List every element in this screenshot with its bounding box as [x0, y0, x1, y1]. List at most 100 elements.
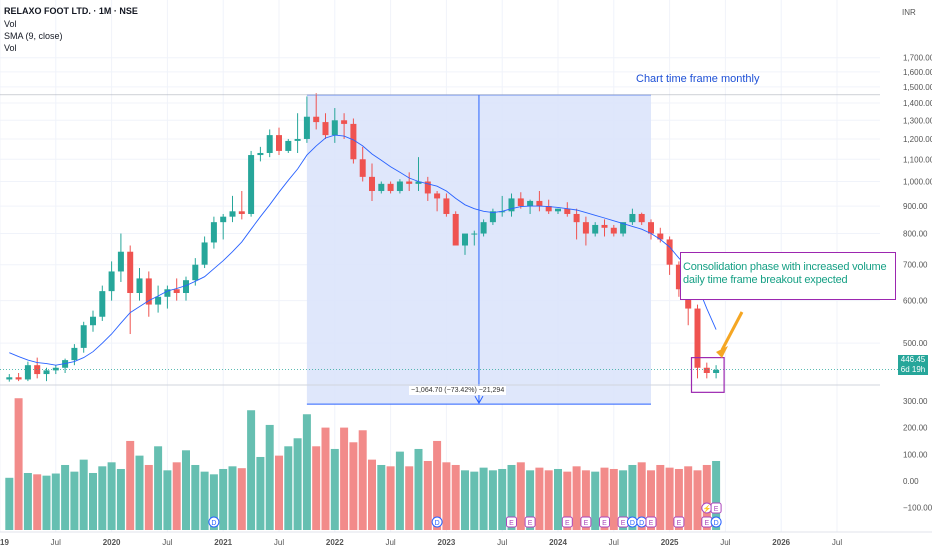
candle-body	[52, 367, 59, 371]
time-tick-label: Jul	[274, 538, 284, 547]
candle-body	[108, 271, 115, 292]
volume-bar	[107, 462, 116, 530]
time-tick-label: Jul	[162, 538, 172, 547]
time-tick-label: 2026	[772, 538, 790, 547]
volume-bar	[275, 455, 283, 530]
volume-bar	[637, 462, 646, 530]
volume-bar	[79, 459, 88, 530]
candle-body	[555, 208, 561, 212]
volume-bar	[172, 462, 181, 530]
volume-bar	[191, 464, 200, 530]
indicator-sma-label[interactable]: SMA (9, close)	[4, 31, 63, 41]
price-tick-label: 600.00	[903, 297, 928, 306]
volume-bar	[321, 427, 330, 530]
volume-bar	[5, 477, 14, 530]
volume-bar	[414, 448, 423, 530]
event-marker-label: E	[704, 520, 709, 527]
volume-tick-label: 300.00	[903, 397, 928, 406]
volume-bar	[461, 470, 469, 530]
candle-body	[15, 377, 22, 380]
volume-bar	[479, 467, 488, 530]
volume-bar	[535, 467, 544, 530]
event-marker-dividend	[710, 516, 722, 528]
volume-bar	[209, 474, 218, 530]
time-tick-label: Jul	[385, 538, 395, 547]
price-tick-label: 1,300.00	[903, 116, 932, 125]
measure-range[interactable]	[306, 94, 651, 405]
candle-body	[331, 120, 338, 136]
price-tick-label: 1,500.00	[903, 83, 932, 92]
volume-bar	[544, 470, 553, 530]
candle-body	[6, 377, 13, 380]
price-tick-label: 1,400.00	[903, 99, 932, 108]
volume-bar	[330, 448, 339, 530]
symbol-title[interactable]: RELAXO FOOT LTD. · 1M · NSE	[4, 6, 138, 16]
candle-body	[592, 224, 599, 234]
volume-bar	[302, 414, 311, 530]
candle-body	[248, 155, 255, 214]
volume-tick-label: 0.00	[903, 477, 919, 486]
volume-bar	[619, 470, 628, 530]
candle-body	[43, 370, 50, 375]
volume-bar	[349, 442, 358, 530]
volume-bar	[70, 471, 79, 530]
candle-body	[620, 222, 627, 234]
event-marker-label: E	[714, 506, 719, 513]
event-marker-label: D	[639, 520, 644, 527]
volume-tick-label: −100.00	[903, 504, 932, 513]
candle-body	[406, 181, 413, 184]
volume-bar	[284, 446, 293, 530]
candle-body	[71, 347, 78, 361]
candle-body	[648, 222, 654, 234]
candle-body	[666, 239, 673, 265]
event-marker-label: E	[602, 520, 607, 527]
candle-body	[480, 222, 487, 234]
candle-body	[527, 200, 534, 207]
candle-body	[471, 233, 478, 235]
volume-bar	[14, 398, 23, 530]
candle-body	[452, 213, 459, 246]
candle-body	[396, 181, 403, 192]
candle-body	[629, 213, 636, 223]
volume-bar	[89, 472, 97, 530]
volume-bar	[554, 468, 562, 530]
candle-body	[610, 227, 617, 234]
sma-line	[9, 134, 717, 366]
indicator-vol-label[interactable]: Vol	[4, 19, 17, 29]
event-marker-label: D	[435, 520, 440, 527]
volume-bar	[33, 474, 42, 530]
volume-bar	[377, 464, 386, 530]
candle-body	[303, 116, 310, 139]
volume-bar	[219, 468, 228, 530]
event-marker-label: E	[584, 520, 589, 527]
side-note-line2: daily time frame breakout expected	[683, 274, 848, 286]
volume-bar	[609, 468, 618, 530]
event-marker-earnings	[673, 516, 685, 528]
volume-bar	[154, 446, 163, 530]
volume-bar	[628, 464, 637, 530]
volume-bar	[265, 424, 274, 530]
arrow-head	[716, 346, 728, 358]
volume-bar	[23, 472, 32, 530]
event-marker-label: E	[509, 520, 514, 527]
event-marker-label: E	[565, 520, 570, 527]
volume-bar	[591, 471, 600, 530]
candle-body	[238, 211, 245, 214]
volume-bar	[144, 464, 153, 530]
candle-body	[80, 325, 87, 348]
event-marker-label: E	[621, 520, 626, 527]
event-marker-earnings	[710, 502, 722, 514]
volume-bar	[507, 464, 516, 530]
event-marker-dividend	[431, 516, 443, 528]
volume-bar	[572, 466, 581, 530]
candle-body	[183, 280, 189, 294]
volume-bar	[563, 471, 572, 530]
candle-body	[155, 296, 162, 305]
indicator-vol2-label[interactable]: Vol	[4, 43, 17, 53]
price-tick-label: 1,100.00	[903, 155, 932, 164]
time-tick-label: Jul	[720, 538, 730, 547]
candle-body	[341, 120, 348, 124]
price-tick-label: 1,200.00	[903, 135, 932, 144]
volume-bar	[126, 440, 135, 530]
candle-body	[443, 198, 450, 214]
